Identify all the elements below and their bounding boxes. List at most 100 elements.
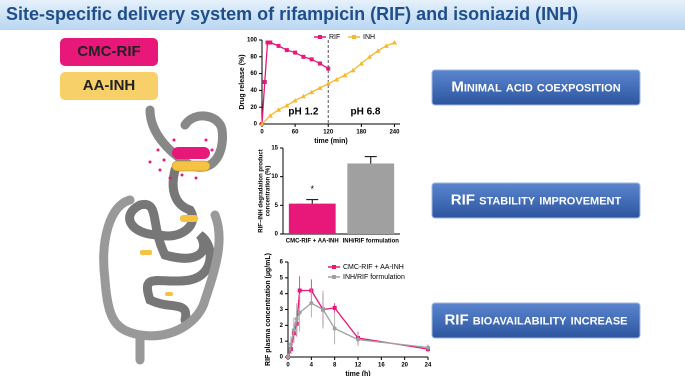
point [321,307,325,312]
series-line [287,289,429,358]
point [284,103,290,108]
x-tick-label: 0 [286,363,290,369]
significance: * [310,184,314,194]
y-tick-label: 4 [280,291,284,297]
point [375,48,381,53]
point [309,301,314,306]
aa-inh-box [60,72,158,100]
y-tick-label: 5 [275,203,279,209]
legend-label: INH/RIF formulation [343,274,405,281]
y-tick-label: 20 [250,105,257,111]
point [391,40,397,45]
y-tick-label: 15 [271,146,278,152]
point [276,43,281,48]
stomach-contents [140,138,214,296]
title: Site-specific delivery system of rifampi… [6,4,578,24]
aa-inh-label: AA-INH [83,77,136,94]
x-tick-label: 240 [389,130,400,136]
point [342,72,348,78]
point [293,50,298,55]
point [325,81,331,86]
title-bar [0,0,685,30]
legend-label: INH [363,34,375,41]
x-tick-label: 16 [378,363,385,369]
legend-marker [352,35,356,39]
point [301,54,306,59]
callout-text: Minimal acid coexposition [451,78,620,95]
x-tick-label: 8 [333,363,337,369]
y-axis-label: RIF plasma concentration (µg/mL) [265,253,272,366]
x-tick-label: 120 [323,130,334,136]
point [332,326,337,331]
cmc-rif-box [60,38,158,66]
point [426,345,430,350]
error-bar [364,156,377,164]
point [288,342,293,347]
bar [347,163,395,234]
point [367,54,373,59]
point [294,317,299,321]
y-tick-label: 5 [280,275,284,281]
cmc-rif-label: CMC-RIF [77,43,140,60]
point [350,67,356,73]
y-tick-label: 10 [271,174,278,180]
point [326,66,331,71]
callout-box [431,182,641,219]
x-tick-label: 180 [356,130,367,136]
error-bar [306,199,319,204]
callout-text: RIF stability improvement [451,191,622,208]
point [292,97,298,103]
point [284,48,289,53]
y-axis-label: Drug release (%) [239,54,246,109]
legend-label: RIF [329,34,340,41]
point [276,107,282,112]
point [286,355,290,359]
digestive-tract [99,105,228,365]
point [358,61,364,66]
series-line [287,302,429,358]
point [267,113,273,118]
callout-text: RIF bioavailability increase [444,311,627,328]
point [297,288,302,293]
callout-box [431,69,641,106]
point [317,61,322,66]
y-tick-label: 100 [247,38,258,44]
x-tick-label: 12 [355,363,362,369]
x-tick-label: INH/RIF formulation [343,239,400,245]
x-tick-label: CMC-RIF + AA-INH [286,239,339,245]
x-tick-label: 4 [310,363,314,369]
y-tick-label: 3 [280,307,284,313]
annotation: pH 1.2 [288,107,318,118]
point [334,76,340,82]
x-tick-label: 60 [292,130,299,136]
y-tick-label: 6 [280,260,284,266]
point [265,40,270,45]
y-tick-label: 1 [280,339,284,345]
x-axis-label: time (min) [314,138,347,145]
x-axis-label: time (h) [345,371,370,376]
point [268,40,273,45]
point [332,305,337,310]
y-tick-label: 0 [275,232,279,238]
x-tick-label: 20 [401,363,408,369]
x-tick-label: 0 [260,130,264,136]
point [309,57,314,62]
legend-label: CMC-RIF + AA-INH [343,264,404,271]
point [262,80,267,84]
point [317,85,323,90]
point [300,93,306,99]
legend-marker [332,275,336,279]
bar [288,203,336,234]
callout-box [431,302,641,339]
point [291,328,296,333]
y-axis-label: RIF−INH degradation product [259,149,265,233]
y-tick-label: 40 [250,88,257,94]
point [297,310,302,315]
legend-marker [318,35,322,39]
legend-marker [332,265,336,269]
y-tick-label: 2 [280,323,284,329]
y-tick-label: 0 [280,355,284,361]
point [259,121,265,126]
point [309,89,315,95]
